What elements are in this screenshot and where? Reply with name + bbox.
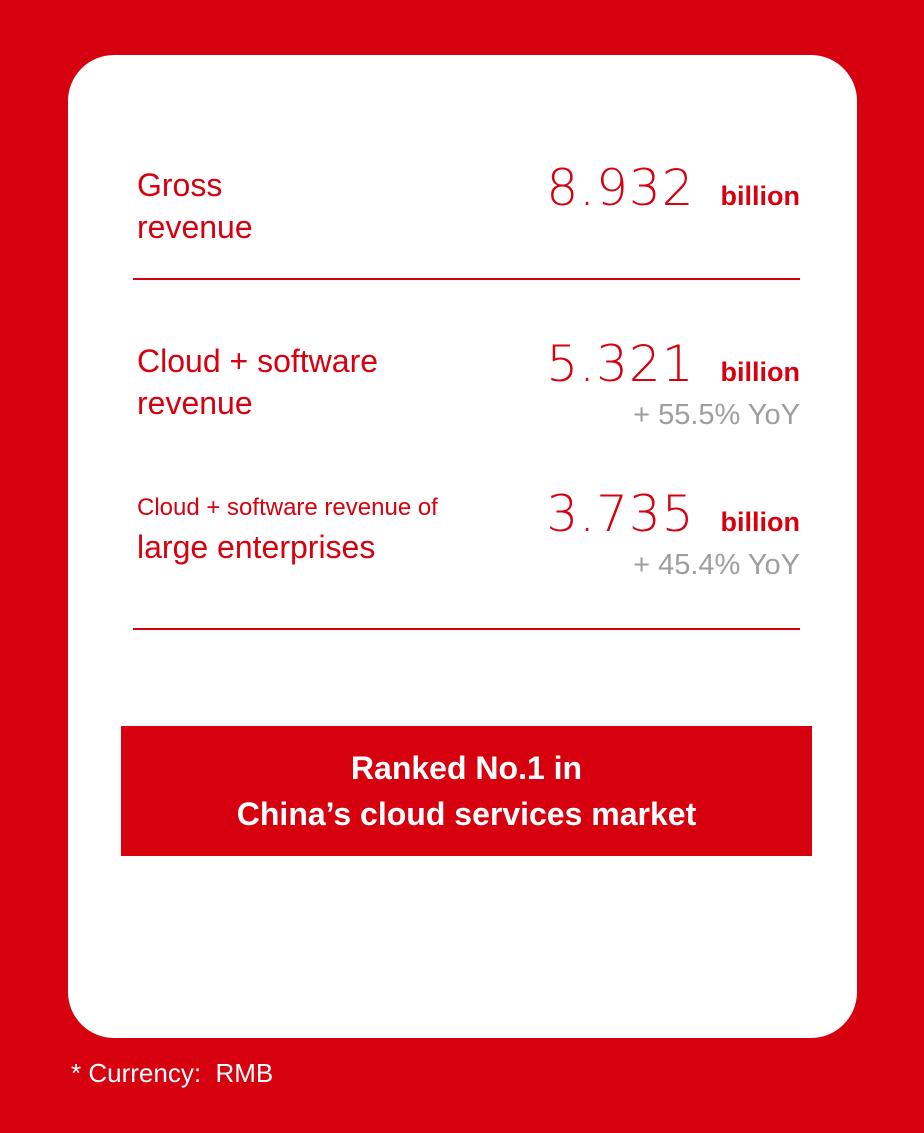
metric-value-line: 3.735 billion <box>546 486 800 542</box>
divider <box>133 278 800 280</box>
metric-unit: billion <box>720 507 800 537</box>
metric-value-large-enterprises: 3.735 billion + 45.4% YoY <box>546 486 800 582</box>
metric-label-line: large enterprises <box>137 529 376 565</box>
ranking-banner: Ranked No.1 in China’s cloud services ma… <box>121 726 812 856</box>
metric-row-large-enterprises: Cloud + software revenue of large enterp… <box>133 486 800 582</box>
metric-label-gross-revenue: Gross revenue <box>133 160 253 248</box>
metric-yoy: + 45.4% YoY <box>633 549 800 581</box>
metric-value-line: 5.321 billion <box>546 336 800 392</box>
metric-label-cloud-software-revenue: Cloud + software revenue <box>133 336 378 424</box>
metric-unit: billion <box>720 357 800 387</box>
metric-label-line: Gross <box>137 167 223 203</box>
metric-number: 5.321 <box>546 335 695 393</box>
metric-row-cloud-software-revenue: Cloud + software revenue 5.321 billion +… <box>133 336 800 432</box>
ranking-banner-line: China’s cloud services market <box>236 796 697 832</box>
metric-label-line: revenue <box>137 385 253 421</box>
stats-card: Gross revenue 8.932 billion Cloud + soft… <box>68 55 857 1038</box>
metric-value-gross-revenue: 8.932 billion <box>546 160 800 216</box>
metric-row-gross-revenue: Gross revenue 8.932 billion <box>133 160 800 248</box>
metric-number: 3.735 <box>546 485 695 543</box>
metric-label-line: Cloud + software revenue of <box>137 494 438 521</box>
ranking-banner-line: Ranked No.1 in <box>350 750 583 786</box>
divider <box>133 628 800 630</box>
metric-label-line: revenue <box>137 209 253 245</box>
metric-yoy: + 55.5% YoY <box>633 399 800 431</box>
metric-label-line: Cloud + software <box>137 343 379 379</box>
metric-unit: billion <box>720 181 800 211</box>
metric-value-cloud-software-revenue: 5.321 billion + 55.5% YoY <box>546 336 800 432</box>
metric-number: 8.932 <box>546 159 695 217</box>
currency-note: * Currency: RMB <box>71 1058 274 1088</box>
metric-value-line: 8.932 billion <box>546 160 800 216</box>
metric-label-large-enterprises: Cloud + software revenue of large enterp… <box>133 486 438 568</box>
